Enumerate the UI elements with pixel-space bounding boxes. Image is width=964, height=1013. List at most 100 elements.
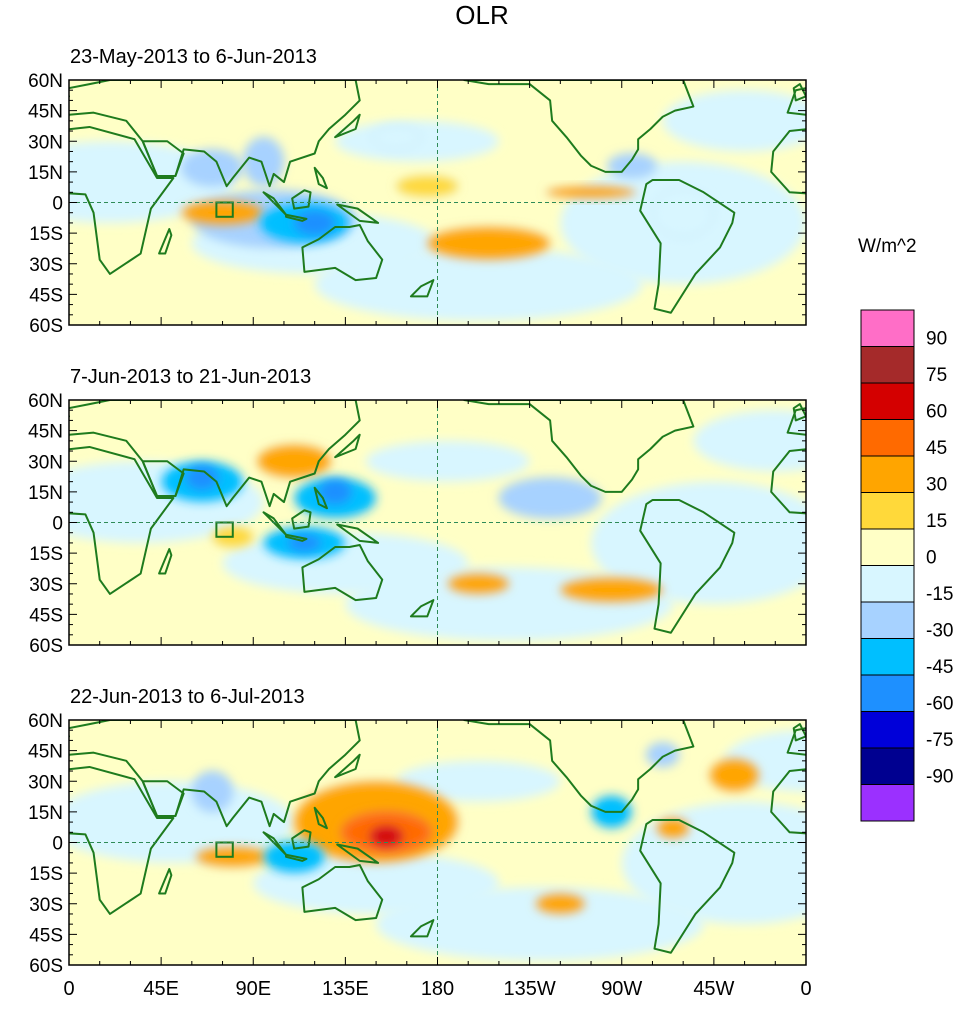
lat-tick-label: 15N: [28, 803, 63, 824]
anomaly-field: [69, 720, 806, 965]
panel-3: 60N 45N 30N 15N 0 15S 30S 45S 60S 22-Jun-2013 to …: [28, 686, 807, 977]
lat-tick-label: 0: [52, 194, 63, 215]
coastline: [313, 486, 328, 510]
coastlines: [69, 720, 806, 954]
coastline: [792, 83, 806, 102]
anomaly-blob: [181, 149, 244, 187]
coastline: [792, 723, 806, 742]
lat-tick-label: 45S: [29, 285, 63, 306]
lat-tick-label: 30N: [28, 132, 63, 153]
colorbar-swatch: [860, 492, 915, 530]
coastline: [786, 87, 806, 116]
colorbar-units: W/m^2: [858, 236, 917, 257]
lat-tick-label: 60S: [29, 636, 63, 657]
lat-tick-label: 60N: [28, 71, 63, 92]
lat-tick-label: 15N: [28, 483, 63, 504]
coastline: [770, 448, 806, 515]
coastline: [301, 543, 384, 602]
colorbar-level-label: 45: [926, 438, 947, 459]
lon-tick-label: 90E: [235, 978, 271, 1000]
coastlines: [69, 400, 806, 634]
anomaly-blob: [498, 477, 602, 519]
panel-period-label: 7-Jun-2013 to 21-Jun-2013: [70, 366, 311, 388]
anomaly-blob: [607, 153, 657, 179]
coastline: [409, 599, 435, 618]
coastline: [69, 125, 175, 275]
anomaly-blob: [371, 124, 422, 150]
lat-tick-label: 30S: [29, 575, 63, 596]
anomaly-field: [69, 400, 806, 645]
lon-tick-label: 180: [421, 978, 454, 1000]
coastlines: [69, 80, 921, 314]
coastline: [301, 223, 384, 282]
coastline: [301, 863, 384, 922]
lat-tick-label: 45N: [28, 422, 63, 443]
coastline: [141, 140, 185, 177]
chart-title: OLR: [455, 0, 509, 30]
coastline: [285, 533, 308, 542]
colorbar-level-label: -75: [926, 730, 953, 751]
weak-negative-region: [314, 247, 643, 321]
lat-tick-label: 30S: [29, 255, 63, 276]
coastline: [463, 400, 695, 493]
panel-period-label: 23-May-2013 to 6-Jun-2013: [70, 46, 317, 68]
coastline: [639, 179, 736, 314]
colorbar-level-label: 30: [926, 475, 947, 496]
coastline: [896, 229, 908, 254]
weak-negative-region: [693, 410, 806, 472]
coastline: [291, 829, 312, 850]
coastline: [141, 780, 185, 817]
lat-tick-label: 60N: [28, 711, 63, 732]
lon-tick-label: 45W: [693, 978, 734, 1000]
coastline: [880, 141, 921, 176]
colorbar-swatch: [860, 309, 915, 347]
lat-tick-label: 45S: [29, 605, 63, 626]
coastline: [639, 499, 736, 634]
colorbar: 90 75 60 45 30 15 0 -15 -30 -45 -60 -75 -90: [860, 309, 953, 822]
lon-tick-label: 135E: [322, 978, 369, 1000]
colorbar-swatch: [860, 382, 915, 420]
lon-tick-label: 135W: [504, 978, 556, 1000]
anomaly-blob: [709, 758, 760, 792]
anomaly-blob: [646, 742, 680, 768]
anomaly-blob: [396, 175, 459, 197]
colorbar-level-label: -30: [926, 621, 953, 642]
coastline: [334, 113, 361, 139]
anomaly-blob: [287, 534, 322, 552]
coastline: [409, 279, 435, 298]
colorbar-level-label: -45: [926, 657, 953, 678]
lat-tick-label: 30S: [29, 895, 63, 916]
coastline: [285, 213, 308, 222]
lon-tick-label: 90W: [601, 978, 642, 1000]
coastline: [463, 80, 695, 173]
weak-negative-region: [365, 440, 530, 482]
panel-1: 60N 45N 30N 15N 0 15S 30S 45S 60S 23-May-2013 to …: [28, 46, 921, 337]
anomaly-field: [69, 80, 921, 325]
anomaly-blob: [369, 825, 403, 847]
lat-tick-label: 0: [52, 514, 63, 535]
lat-tick-label: 15S: [29, 864, 63, 885]
coastline: [313, 166, 328, 190]
colorbar-swatch: [860, 601, 915, 639]
anomaly-blob: [427, 226, 551, 260]
anomaly-blob: [447, 573, 510, 595]
coastline: [158, 868, 173, 895]
colorbar-swatch: [860, 346, 915, 384]
anomaly-blob: [181, 200, 264, 226]
coastline: [313, 806, 328, 830]
lat-tick-label: 15S: [29, 544, 63, 565]
anomaly-blob: [656, 817, 690, 839]
coastline: [158, 548, 173, 575]
colorbar-swatch: [860, 455, 915, 493]
coastline: [336, 203, 380, 224]
lat-tick-label: 45N: [28, 742, 63, 763]
coastline: [334, 753, 361, 779]
lat-tick-label: 45S: [29, 925, 63, 946]
colorbar-swatch: [860, 711, 915, 749]
coastline: [639, 819, 736, 954]
coastline: [69, 445, 175, 595]
weak-negative-region: [662, 90, 806, 152]
colorbar-level-label: 75: [926, 365, 947, 386]
anomaly-blob: [185, 465, 219, 491]
lat-tick-label: 60S: [29, 316, 63, 337]
